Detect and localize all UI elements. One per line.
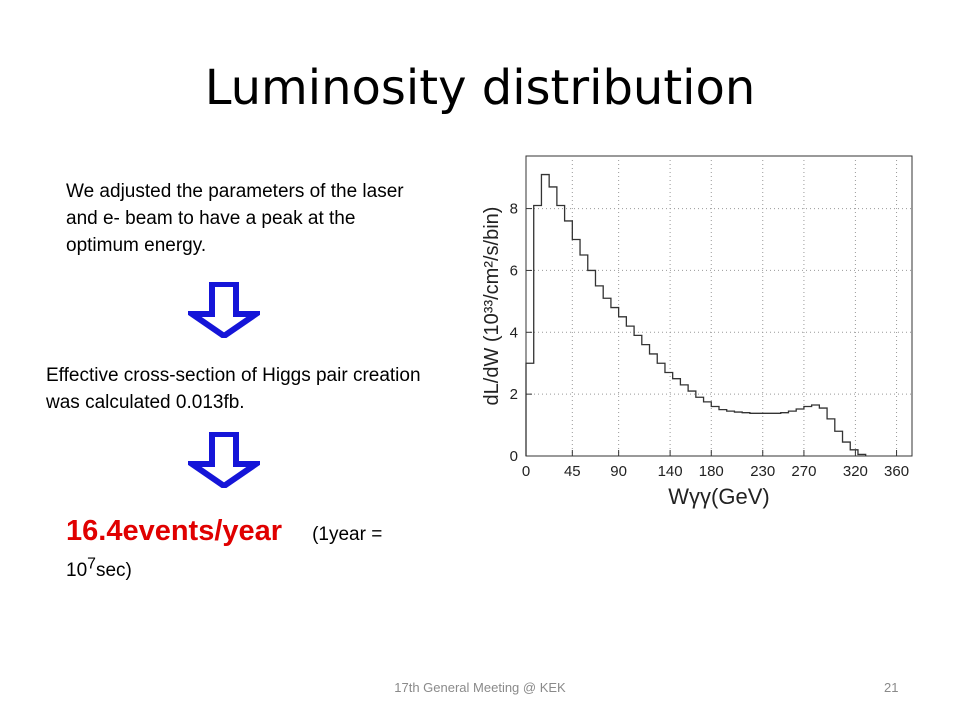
x-tick-label: 320	[843, 463, 868, 480]
y-axis-label: dL/dW (10³³/cm²/s/bin)	[481, 207, 503, 406]
luminosity-histogram: 0 45 90 140 180 230 270 320 360 0 2 4 6 8 Wγγ(GeV) dL/d…	[481, 155, 913, 509]
parameters-paragraph: We adjusted the parameters of the laser …	[66, 181, 404, 256]
x-tick-label: 230	[750, 463, 775, 480]
y-tick-label: 4	[510, 324, 518, 341]
slide-title: Luminosity distribution	[204, 60, 756, 116]
x-tick-label: 0	[522, 463, 530, 480]
x-tick-label: 90	[610, 463, 627, 480]
y-tick-label: 0	[510, 448, 518, 465]
events-per-year: 16.4events/year	[66, 515, 283, 547]
year-note-base: 10	[66, 560, 88, 582]
y-tick-label: 6	[510, 262, 518, 279]
x-tick-label: 180	[699, 463, 724, 480]
footer-text: 17th General Meeting @ KEK	[394, 680, 566, 695]
down-arrow-icon	[188, 432, 260, 488]
result-line: 16.4events/year (1year = 107sec)	[66, 516, 446, 586]
x-tick-label: 140	[658, 463, 683, 480]
histogram-series-line	[525, 173, 867, 456]
year-note: (1year = 107sec)	[66, 524, 382, 581]
year-note-exponent: 7	[87, 556, 96, 573]
y-tick-label: 8	[510, 201, 518, 218]
x-tick-label: 45	[564, 463, 581, 480]
cross-section-paragraph: Effective cross-section of Higgs pair cr…	[46, 365, 421, 413]
y-tick-label: 2	[510, 386, 518, 403]
year-note-prefix: (1year =	[312, 524, 383, 545]
x-tick-label: 270	[791, 463, 816, 480]
plot-frame	[525, 155, 913, 457]
down-arrow-icon	[188, 282, 260, 338]
x-tick-label: 360	[884, 463, 909, 480]
year-note-suffix: sec)	[95, 560, 132, 582]
page-number: 21	[884, 680, 899, 695]
x-axis-label: Wγγ(GeV)	[668, 484, 769, 509]
